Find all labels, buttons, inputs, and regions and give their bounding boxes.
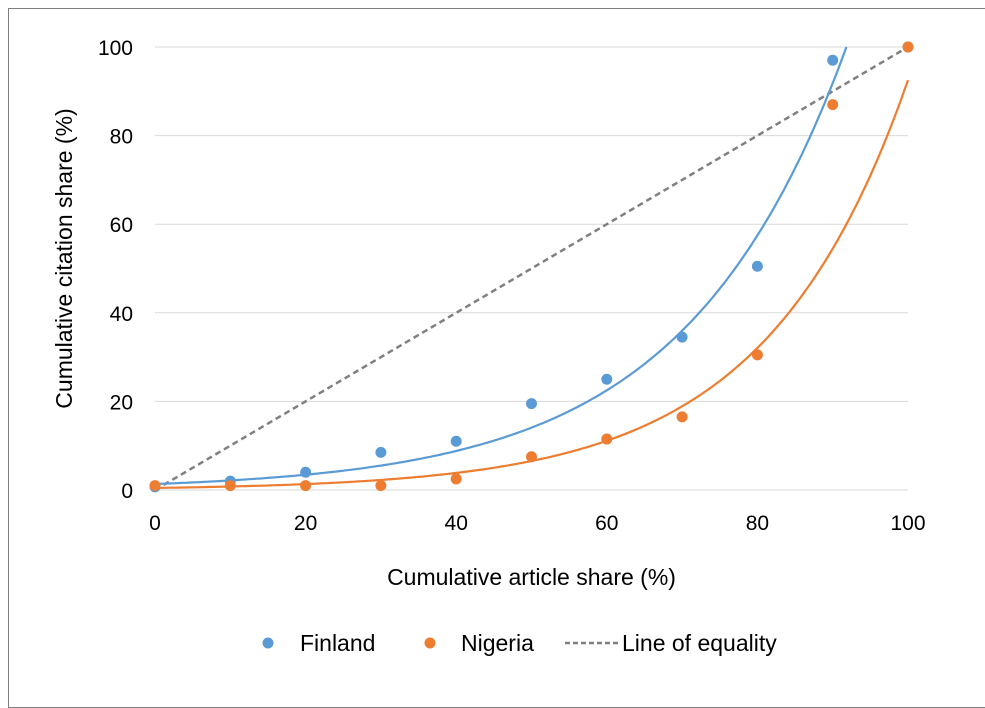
- point-finland: [375, 446, 387, 458]
- x-axis-title: Cumulative article share (%): [387, 564, 676, 590]
- point-nigeria: [149, 480, 161, 492]
- equality-line-group: [154, 45, 909, 492]
- point-nigeria: [526, 451, 537, 463]
- point-nigeria: [300, 480, 312, 492]
- point-nigeria: [676, 411, 688, 423]
- legend-marker-finland: [262, 637, 274, 649]
- y-tick-label: 100: [98, 37, 133, 60]
- x-tick-label: 80: [746, 512, 769, 535]
- point-finland: [450, 435, 462, 447]
- point-nigeria: [601, 433, 613, 445]
- legend-label-finland: Finland: [300, 630, 375, 656]
- point-finland: [827, 54, 839, 66]
- x-tick-label: 0: [149, 512, 161, 535]
- point-nigeria: [450, 473, 462, 485]
- y-tick-label: 80: [110, 126, 133, 149]
- y-tick-label: 0: [121, 480, 133, 503]
- legend-label-nigeria: Nigeria: [461, 630, 534, 656]
- point-finland: [526, 398, 537, 410]
- point-finland: [300, 466, 312, 478]
- point-finland: [676, 331, 688, 343]
- point-nigeria: [902, 41, 914, 53]
- legend: Finland Nigeria Line of equality: [262, 630, 777, 656]
- x-tick-label: 20: [294, 512, 317, 535]
- legend-label-line-of-equality: Line of equality: [622, 630, 777, 656]
- point-nigeria: [224, 480, 236, 492]
- tick-labels: 0 20 40 60 80 100 0 20 40 60 80 100: [98, 37, 926, 535]
- point-finland: [751, 260, 763, 272]
- y-tick-label: 60: [110, 214, 133, 237]
- y-axis-title: Cumulative citation share (%): [51, 108, 77, 408]
- point-nigeria: [751, 349, 763, 361]
- x-tick-label: 60: [595, 512, 618, 535]
- point-finland: [601, 373, 613, 385]
- x-tick-label: 100: [890, 512, 925, 535]
- data-points: [149, 41, 914, 493]
- point-nigeria: [827, 99, 839, 111]
- trendline-finland: [154, 46, 848, 486]
- point-nigeria: [375, 480, 387, 492]
- x-tick-label: 40: [445, 512, 468, 535]
- y-tick-label: 40: [110, 303, 133, 326]
- chart-svg: 0 20 40 60 80 100 0 20 40 60 80 100 Cumulative arti…: [51, 37, 926, 656]
- line-of-equality: [154, 45, 909, 492]
- y-tick-label: 20: [110, 391, 133, 414]
- legend-marker-nigeria: [424, 637, 436, 649]
